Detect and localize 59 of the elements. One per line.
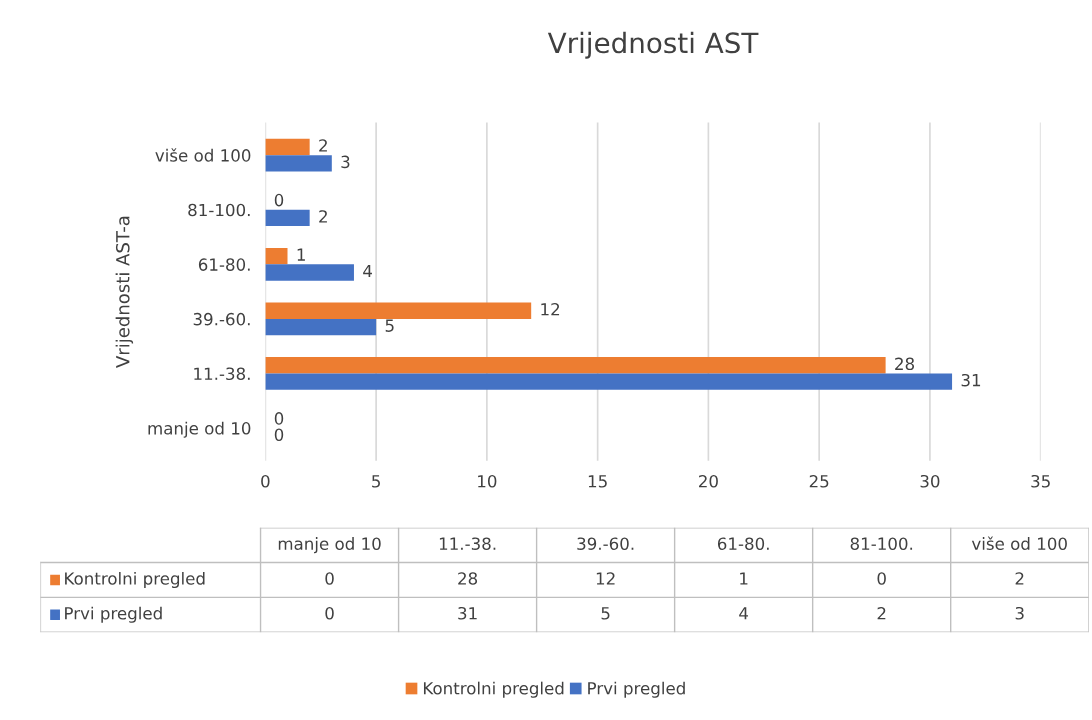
data-label: 12 bbox=[541, 302, 560, 316]
category-label: 81-100. bbox=[850, 537, 913, 550]
data-label: 2 bbox=[319, 210, 327, 223]
category-label: 11.-38. bbox=[439, 537, 496, 550]
category-label: 61-80. bbox=[717, 537, 769, 550]
data-label: 12 bbox=[596, 572, 615, 585]
legend-label: Kontrolni pregled bbox=[65, 571, 205, 589]
bar bbox=[265, 357, 886, 374]
data-label: 4 bbox=[739, 607, 749, 620]
x-tick-label: 0 bbox=[261, 474, 270, 488]
data-label: 0 bbox=[274, 193, 284, 207]
y-tick-label: 81-100. bbox=[188, 203, 250, 217]
y-tick-label: 11.-38. bbox=[194, 367, 250, 381]
bar bbox=[265, 138, 310, 156]
data-label: 3 bbox=[1015, 606, 1024, 620]
y-tick-label: 61-80. bbox=[198, 258, 250, 271]
data-label: 28 bbox=[458, 572, 478, 585]
data-label: 0 bbox=[325, 572, 334, 585]
legend-label: Prvi pregled bbox=[65, 606, 162, 623]
data-label: 5 bbox=[601, 607, 610, 620]
data-label: 31 bbox=[961, 373, 981, 387]
x-tick-label: 25 bbox=[809, 474, 829, 488]
data-label: 28 bbox=[895, 357, 915, 371]
bar bbox=[265, 209, 310, 227]
x-tick-label: 35 bbox=[1031, 474, 1050, 488]
data-label: 0 bbox=[274, 412, 284, 425]
data-label: 4 bbox=[363, 264, 372, 278]
data-label: 2 bbox=[877, 606, 886, 620]
category-label: 39.-60. bbox=[577, 537, 634, 550]
bar bbox=[265, 264, 354, 281]
y-tick-label: 39.-60. bbox=[193, 312, 250, 326]
y-tick-label: manje od 10 bbox=[148, 421, 251, 438]
x-tick-label: 10 bbox=[478, 474, 497, 488]
data-label: 0 bbox=[274, 428, 284, 442]
x-tick-label: 30 bbox=[920, 474, 940, 488]
data-label: 0 bbox=[325, 606, 334, 620]
x-tick-label: 15 bbox=[588, 475, 607, 488]
data-label: 1 bbox=[297, 248, 305, 261]
data-label: 0 bbox=[877, 572, 886, 585]
data-label: 1 bbox=[740, 572, 748, 585]
bar bbox=[265, 155, 332, 172]
data-label: 5 bbox=[385, 319, 394, 332]
chart-title: Vrijednosti AST bbox=[547, 31, 759, 59]
bar bbox=[265, 318, 377, 336]
x-tick-label: 20 bbox=[699, 474, 718, 488]
y-axis-title: Vrijednosti AST-a bbox=[115, 216, 134, 368]
bar bbox=[265, 373, 953, 390]
legend-label: Kontrolni pregled bbox=[423, 681, 564, 698]
data-label: 2 bbox=[319, 139, 327, 152]
category-label: manje od 10 bbox=[278, 537, 381, 554]
data-label: 31 bbox=[458, 606, 477, 620]
y-tick-label: više od 100 bbox=[155, 148, 251, 162]
category-label: više od 100 bbox=[971, 536, 1067, 550]
bar bbox=[265, 302, 532, 319]
data-label: 3 bbox=[341, 155, 350, 169]
data-label: 2 bbox=[1015, 572, 1024, 585]
x-tick-label: 5 bbox=[372, 475, 380, 488]
legend-label: Prvi pregled bbox=[588, 681, 685, 698]
bar bbox=[265, 247, 288, 265]
